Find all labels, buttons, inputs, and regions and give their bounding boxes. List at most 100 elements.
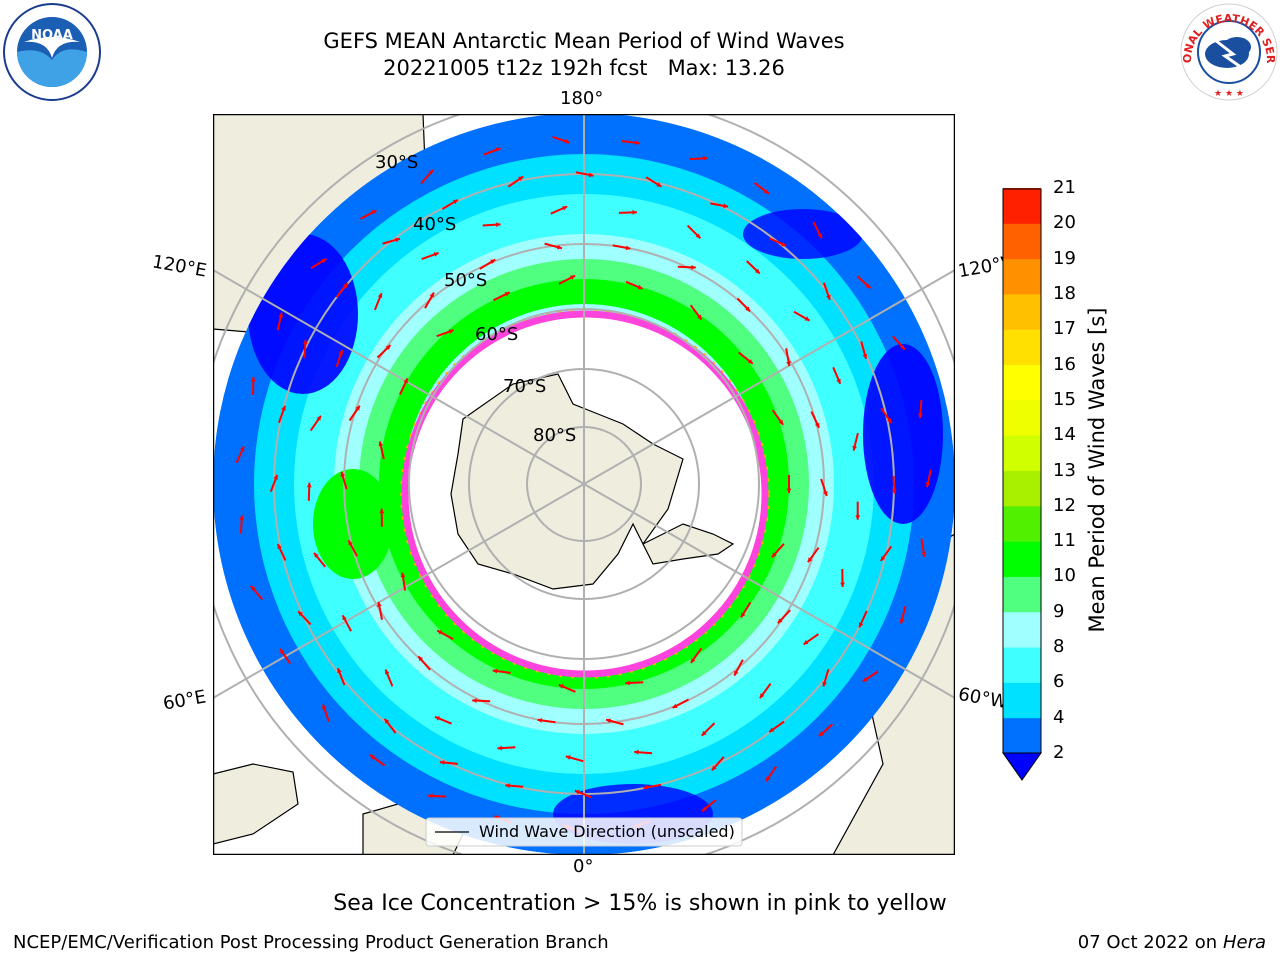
wave-direction-arrowhead xyxy=(557,244,562,250)
colorbar-segment xyxy=(1003,258,1041,295)
wave-direction-arrowhead xyxy=(771,552,777,558)
wave-direction-arrowhead xyxy=(781,241,787,247)
wave-direction-arrowhead xyxy=(278,312,284,318)
colorbar-tick-label: 16 xyxy=(1053,353,1076,375)
lat-label-60: 60°S xyxy=(475,324,518,345)
colorbar-segment xyxy=(1003,329,1041,366)
wave-direction-arrowhead xyxy=(448,329,454,334)
wave-direction-arrowhead xyxy=(378,441,384,447)
wave-direction-arrowhead xyxy=(786,488,792,493)
colorbar-segment xyxy=(1003,717,1041,754)
colorbar-tick-label: 21 xyxy=(1053,177,1076,198)
noaa-logo-text: NOAA xyxy=(31,28,73,43)
wave-direction-arrowhead xyxy=(277,544,282,550)
wave-direction-arrowhead xyxy=(803,639,809,645)
colorbar-tick-label: 8 xyxy=(1053,636,1065,658)
wave-direction-arrowhead xyxy=(918,413,923,419)
wave-direction-arrowhead xyxy=(822,681,827,687)
wave-direction-arrowhead xyxy=(537,718,543,723)
colorbar-extend-triangle xyxy=(1002,752,1042,781)
wave-direction-arrowhead xyxy=(558,684,564,689)
lat-label-40: 40°S xyxy=(413,214,456,235)
wave-direction-arrowhead xyxy=(321,258,327,264)
wave-direction-arrowhead xyxy=(435,716,440,721)
wave-direction-arrowhead xyxy=(625,245,631,251)
wave-direction-arrowhead xyxy=(371,210,377,215)
wave-direction-arrowhead xyxy=(437,630,443,635)
wave-direction-arrowhead xyxy=(385,669,390,675)
colorbar-tick-label: 10 xyxy=(1053,565,1076,587)
wave-direction-arrowhead xyxy=(817,233,822,239)
lon-label-0: 0° xyxy=(573,856,594,877)
wave-direction-arrowhead xyxy=(570,275,576,280)
colorbar-segment xyxy=(1003,647,1041,683)
colorbar-tick-label: 13 xyxy=(1053,459,1076,481)
wave-direction-arrowhead xyxy=(239,515,244,520)
wave-direction-arrowhead xyxy=(564,139,570,144)
wave-direction-arrowhead xyxy=(377,293,383,299)
colorbar-segment xyxy=(1003,293,1041,330)
wave-direction-arrowhead xyxy=(887,418,892,424)
wave-direction-arrowhead xyxy=(379,508,385,514)
wave-direction-arrowhead xyxy=(741,612,746,618)
wave-direction-arrowhead xyxy=(337,668,342,674)
wave-direction-arrowhead xyxy=(745,306,750,312)
wave-direction-arrowhead xyxy=(778,419,784,425)
colorbar-segment xyxy=(1003,541,1041,577)
wave-direction-arrowhead xyxy=(747,359,753,364)
wave-direction-arrowhead xyxy=(496,222,501,228)
wave-direction-arrowhead xyxy=(280,648,285,654)
wave-direction-arrowhead xyxy=(298,611,303,617)
wave-direction-arrowhead xyxy=(702,806,707,812)
lat-label-30: 30°S xyxy=(375,152,418,173)
colorbar-segment xyxy=(1003,223,1041,260)
wave-direction-arrowhead xyxy=(439,760,445,765)
wave-direction-arrowhead xyxy=(306,482,312,488)
wave-direction-arrowhead xyxy=(690,658,696,663)
wave-direction-arrowhead xyxy=(403,378,408,384)
colorbar-segment xyxy=(1003,364,1041,401)
colorbar-tick-label: 14 xyxy=(1053,424,1076,446)
wave-direction-arrowhead xyxy=(588,172,594,178)
wave-direction-arrowhead xyxy=(495,147,501,153)
wave-direction-arrowhead xyxy=(518,176,524,181)
wave-direction-arrowhead xyxy=(338,349,344,355)
wave-direction-arrowhead xyxy=(769,727,775,732)
colorbar-title: Mean Period of Wind Waves [s] xyxy=(1085,307,1109,633)
noaa-logo: NOAA xyxy=(2,2,102,102)
antarctica-land xyxy=(450,373,684,590)
wave-direction-arrowhead xyxy=(492,668,498,674)
wave-direction-arrowhead xyxy=(429,292,434,298)
wave-direction-arrowhead xyxy=(316,415,321,421)
wave-direction-arrowhead xyxy=(921,552,927,557)
lon-label-180: 180° xyxy=(560,88,604,109)
wave-direction-arrowhead xyxy=(777,618,783,624)
colorbar-segment xyxy=(1003,435,1041,471)
colorbar-tick-label: 12 xyxy=(1053,494,1076,516)
wave-direction-arrowhead xyxy=(302,339,308,345)
wave-direction-arrowhead xyxy=(858,622,864,628)
wave-direction-arrowhead xyxy=(852,445,857,451)
wave-direction-arrowhead xyxy=(786,361,791,366)
wave-direction-arrowhead xyxy=(697,314,702,320)
colorbar-tick-label: 4 xyxy=(1053,706,1065,728)
wave-direction-arrowhead xyxy=(369,755,375,760)
lon-label-120e: 120°E xyxy=(150,251,209,282)
colorbar-tick-label: 19 xyxy=(1053,247,1076,269)
colorbar-tick-label: 20 xyxy=(1053,212,1076,234)
legend-label: Wind Wave Direction (unscaled) xyxy=(479,822,735,841)
polar-map: 30°S 40°S 50°S 60°S 70°S 80°S Wind Wave … xyxy=(212,113,956,856)
colorbar-tick-label: 6 xyxy=(1053,671,1065,693)
colorbar-tick-label: 17 xyxy=(1053,318,1076,340)
wave-direction-arrowhead xyxy=(695,233,701,239)
wave-direction-arrowhead xyxy=(804,316,810,321)
wave-direction-arrowhead xyxy=(472,698,477,703)
wave-direction-arrowhead xyxy=(865,283,871,289)
colorbar-segment xyxy=(1003,611,1041,648)
wave-direction-arrowhead xyxy=(490,259,496,264)
colorbar-tick-label: 11 xyxy=(1053,530,1076,552)
wave-direction-arrowhead xyxy=(766,776,771,782)
wave-direction-arrowhead xyxy=(723,203,728,209)
wave-direction-arrowhead xyxy=(900,344,905,350)
wave-direction-arrowhead xyxy=(574,790,580,795)
